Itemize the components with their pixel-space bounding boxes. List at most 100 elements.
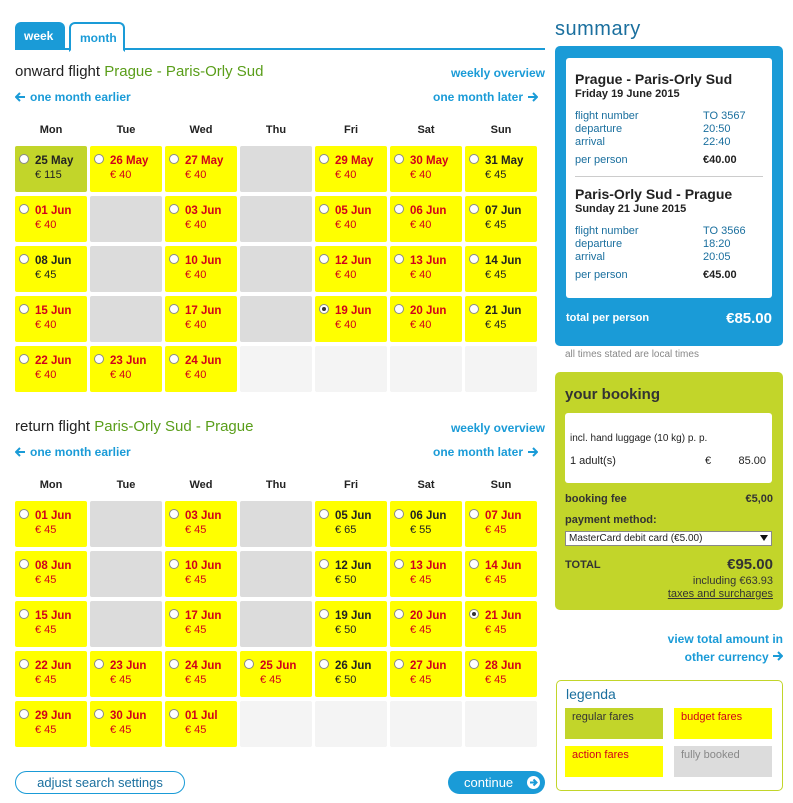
fare-radio[interactable] bbox=[19, 204, 29, 214]
fare-radio[interactable] bbox=[319, 154, 329, 164]
fare-radio[interactable] bbox=[244, 659, 254, 669]
fare-radio[interactable] bbox=[394, 204, 404, 214]
fare-radio[interactable] bbox=[469, 659, 479, 669]
calendar-day-cell[interactable]: 22 Jun € 40 bbox=[15, 346, 87, 392]
fare-radio[interactable] bbox=[94, 154, 104, 164]
taxes-link[interactable]: taxes and surcharges bbox=[667, 588, 773, 600]
fare-radio[interactable] bbox=[394, 609, 404, 619]
fare-radio[interactable] bbox=[169, 154, 179, 164]
calendar-day-cell[interactable]: 31 May € 45 bbox=[465, 146, 537, 192]
fare-radio[interactable] bbox=[19, 559, 29, 569]
calendar-day-cell[interactable]: 29 May € 40 bbox=[315, 146, 387, 192]
calendar-day-cell[interactable]: 21 Jun € 45 bbox=[465, 601, 537, 647]
fare-radio[interactable] bbox=[94, 659, 104, 669]
calendar-day-cell[interactable]: 08 Jun € 45 bbox=[15, 246, 87, 292]
fare-radio[interactable] bbox=[394, 659, 404, 669]
calendar-day-cell[interactable]: 30 Jun € 45 bbox=[90, 701, 162, 747]
fare-radio[interactable] bbox=[319, 559, 329, 569]
onward-weekly-overview-link[interactable]: weekly overview bbox=[450, 66, 545, 80]
calendar-day-cell[interactable]: 08 Jun € 45 bbox=[15, 551, 87, 597]
fare-radio[interactable] bbox=[19, 709, 29, 719]
fare-radio[interactable] bbox=[469, 609, 479, 619]
calendar-day-cell[interactable]: 14 Jun € 45 bbox=[465, 246, 537, 292]
fare-radio[interactable] bbox=[394, 304, 404, 314]
calendar-day-cell[interactable]: 07 Jun € 45 bbox=[465, 196, 537, 242]
calendar-day-cell[interactable]: 15 Jun € 40 bbox=[15, 296, 87, 342]
fare-radio[interactable] bbox=[319, 304, 329, 314]
fare-radio[interactable] bbox=[169, 204, 179, 214]
return-weekly-overview-link[interactable]: weekly overview bbox=[450, 421, 545, 435]
calendar-day-cell[interactable]: 30 May € 40 bbox=[390, 146, 462, 192]
calendar-day-cell[interactable]: 26 Jun € 50 bbox=[315, 651, 387, 697]
calendar-day-cell[interactable]: 25 Jun € 45 bbox=[240, 651, 312, 697]
fare-radio[interactable] bbox=[394, 254, 404, 264]
calendar-day-cell[interactable]: 28 Jun € 45 bbox=[465, 651, 537, 697]
fare-radio[interactable] bbox=[169, 304, 179, 314]
calendar-day-cell[interactable]: 25 May € 115 bbox=[15, 146, 87, 192]
adjust-search-button[interactable]: adjust search settings bbox=[15, 771, 185, 794]
calendar-day-cell[interactable]: 10 Jun € 45 bbox=[165, 551, 237, 597]
calendar-day-cell[interactable]: 03 Jun € 45 bbox=[165, 501, 237, 547]
fare-radio[interactable] bbox=[319, 509, 329, 519]
fare-radio[interactable] bbox=[19, 609, 29, 619]
calendar-day-cell[interactable]: 01 Jun € 40 bbox=[15, 196, 87, 242]
fare-radio[interactable] bbox=[469, 559, 479, 569]
fare-radio[interactable] bbox=[169, 509, 179, 519]
fare-radio[interactable] bbox=[169, 354, 179, 364]
fare-radio[interactable] bbox=[394, 509, 404, 519]
calendar-day-cell[interactable]: 03 Jun € 40 bbox=[165, 196, 237, 242]
calendar-day-cell[interactable]: 17 Jun € 40 bbox=[165, 296, 237, 342]
fare-radio[interactable] bbox=[19, 509, 29, 519]
calendar-day-cell[interactable]: 12 Jun € 40 bbox=[315, 246, 387, 292]
view-other-currency-link[interactable]: view total amount in other currency bbox=[668, 630, 783, 666]
fare-radio[interactable] bbox=[469, 154, 479, 164]
fare-radio[interactable] bbox=[319, 254, 329, 264]
fare-radio[interactable] bbox=[169, 254, 179, 264]
calendar-day-cell[interactable]: 27 Jun € 45 bbox=[390, 651, 462, 697]
fare-radio[interactable] bbox=[169, 609, 179, 619]
onward-earlier-link[interactable]: one month earlier bbox=[15, 90, 131, 104]
calendar-day-cell[interactable]: 05 Jun € 65 bbox=[315, 501, 387, 547]
continue-button[interactable]: continue bbox=[448, 771, 545, 794]
fare-radio[interactable] bbox=[169, 709, 179, 719]
calendar-day-cell[interactable]: 05 Jun € 40 bbox=[315, 196, 387, 242]
calendar-day-cell[interactable]: 01 Jun € 45 bbox=[15, 501, 87, 547]
fare-radio[interactable] bbox=[94, 354, 104, 364]
calendar-day-cell[interactable]: 24 Jun € 45 bbox=[165, 651, 237, 697]
calendar-day-cell[interactable]: 29 Jun € 45 bbox=[15, 701, 87, 747]
calendar-day-cell[interactable]: 20 Jun € 45 bbox=[390, 601, 462, 647]
fare-radio[interactable] bbox=[19, 659, 29, 669]
onward-later-link[interactable]: one month later bbox=[433, 90, 538, 104]
calendar-day-cell[interactable]: 01 Jul € 45 bbox=[165, 701, 237, 747]
fare-radio[interactable] bbox=[94, 709, 104, 719]
calendar-day-cell[interactable]: 21 Jun € 45 bbox=[465, 296, 537, 342]
calendar-day-cell[interactable]: 13 Jun € 40 bbox=[390, 246, 462, 292]
calendar-day-cell[interactable]: 17 Jun € 45 bbox=[165, 601, 237, 647]
calendar-day-cell[interactable]: 24 Jun € 40 bbox=[165, 346, 237, 392]
return-earlier-link[interactable]: one month earlier bbox=[15, 445, 131, 459]
calendar-day-cell[interactable]: 07 Jun € 45 bbox=[465, 501, 537, 547]
fare-radio[interactable] bbox=[19, 254, 29, 264]
fare-radio[interactable] bbox=[169, 659, 179, 669]
fare-radio[interactable] bbox=[469, 204, 479, 214]
calendar-day-cell[interactable]: 15 Jun € 45 bbox=[15, 601, 87, 647]
fare-radio[interactable] bbox=[19, 304, 29, 314]
fare-radio[interactable] bbox=[319, 659, 329, 669]
calendar-day-cell[interactable]: 23 Jun € 40 bbox=[90, 346, 162, 392]
calendar-day-cell[interactable]: 14 Jun € 45 bbox=[465, 551, 537, 597]
return-later-link[interactable]: one month later bbox=[433, 445, 538, 459]
fare-radio[interactable] bbox=[319, 204, 329, 214]
fare-radio[interactable] bbox=[319, 609, 329, 619]
calendar-day-cell[interactable]: 20 Jun € 40 bbox=[390, 296, 462, 342]
calendar-day-cell[interactable]: 12 Jun € 50 bbox=[315, 551, 387, 597]
fare-radio[interactable] bbox=[169, 559, 179, 569]
fare-radio[interactable] bbox=[469, 254, 479, 264]
fare-radio[interactable] bbox=[469, 509, 479, 519]
calendar-day-cell[interactable]: 13 Jun € 45 bbox=[390, 551, 462, 597]
tab-week[interactable]: week bbox=[15, 22, 65, 50]
fare-radio[interactable] bbox=[19, 154, 29, 164]
calendar-day-cell[interactable]: 26 May € 40 bbox=[90, 146, 162, 192]
calendar-day-cell[interactable]: 23 Jun € 45 bbox=[90, 651, 162, 697]
fare-radio[interactable] bbox=[19, 354, 29, 364]
fare-radio[interactable] bbox=[394, 559, 404, 569]
